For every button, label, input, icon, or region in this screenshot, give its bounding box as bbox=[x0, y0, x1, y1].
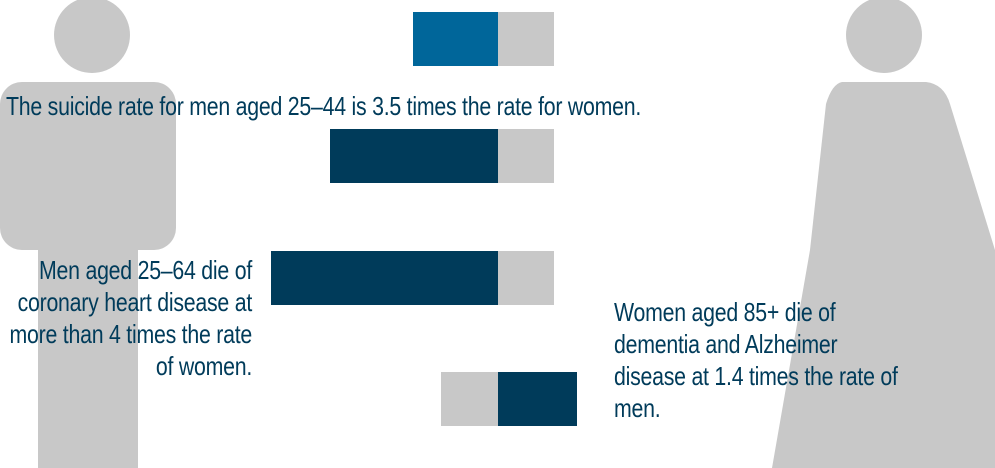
bar-2-remainder bbox=[498, 129, 554, 183]
bar-1-remainder bbox=[498, 12, 554, 66]
caption-coronary-heart-disease: Men aged 25–64 die of coronary heart dis… bbox=[9, 255, 253, 381]
male-silhouette-icon bbox=[0, 0, 176, 468]
bar-4-highlight bbox=[498, 372, 577, 426]
bar-3-remainder bbox=[498, 251, 554, 305]
bar-2-highlight bbox=[330, 129, 498, 183]
bar-3-highlight bbox=[271, 251, 498, 305]
bar-1-highlight bbox=[413, 12, 498, 66]
caption-suicide: The suicide rate for men aged 25–44 is 3… bbox=[6, 91, 642, 121]
bar-4-remainder bbox=[441, 372, 498, 426]
caption-dementia: Women aged 85+ die of dementia and Alzhe… bbox=[614, 297, 898, 423]
